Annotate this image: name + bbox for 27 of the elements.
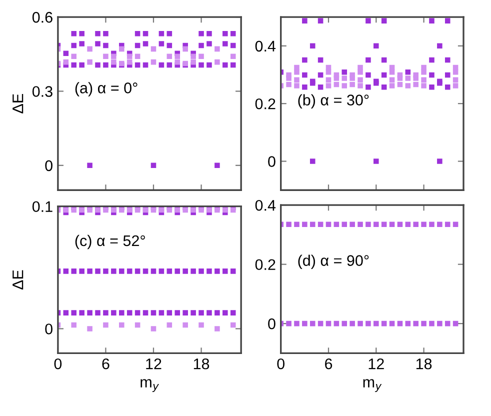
y-axis-title: ΔE <box>12 270 24 290</box>
y-tick-label: 0 <box>268 156 276 167</box>
x-tick-label: 12 <box>368 358 384 370</box>
annotation: (b) α = 30° <box>298 94 369 108</box>
x-tick-label: 18 <box>416 358 432 370</box>
y-tick-label: 0.2 <box>255 259 276 270</box>
annotation: (c) α = 52° <box>75 234 145 250</box>
annotation: (d) α = 90° <box>298 254 369 269</box>
y-tick-label: 0.3 <box>32 86 52 97</box>
y-tick-label: 0 <box>268 318 276 330</box>
y-tick-label: 0.6 <box>32 12 52 23</box>
x-tick-label: 6 <box>102 358 110 370</box>
y-tick-label: 0.2 <box>255 98 276 110</box>
y-tick-label: 0.4 <box>255 200 276 211</box>
y-tick-label: 0.1 <box>32 201 52 212</box>
x-tick-label: 12 <box>146 358 162 370</box>
x-axis-title: m$_{y}$ <box>140 379 159 392</box>
x-axis-title: m$_{y}$ <box>363 379 382 392</box>
x-tick-label: 18 <box>194 358 210 370</box>
x-tick-label: 6 <box>325 358 332 370</box>
x-tick-label: 0 <box>54 358 62 370</box>
y-tick-label: 0.4 <box>255 40 276 52</box>
y-tick-label: 0 <box>45 324 52 334</box>
y-tick-label: 0 <box>45 160 52 172</box>
annotation: (a) α = 0° <box>75 82 138 96</box>
x-tick-label: 0 <box>277 358 285 370</box>
y-axis-title: ΔE <box>12 94 24 114</box>
